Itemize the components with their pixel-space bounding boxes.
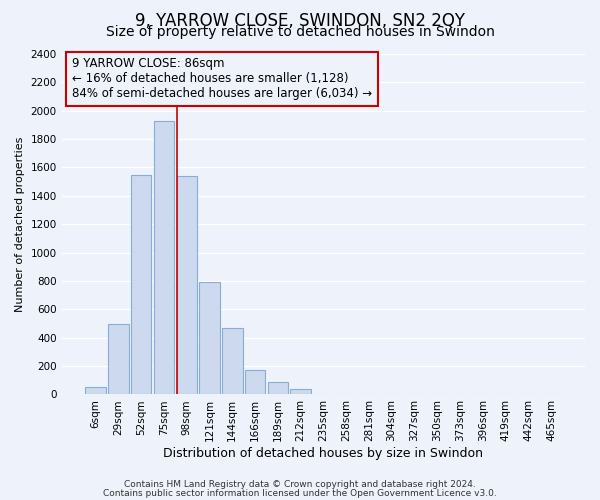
X-axis label: Distribution of detached houses by size in Swindon: Distribution of detached houses by size …	[163, 447, 484, 460]
Bar	[290, 390, 311, 394]
Bar	[176, 176, 197, 394]
Text: Size of property relative to detached houses in Swindon: Size of property relative to detached ho…	[106, 25, 494, 39]
Text: 9 YARROW CLOSE: 86sqm
← 16% of detached houses are smaller (1,128)
84% of semi-d: 9 YARROW CLOSE: 86sqm ← 16% of detached …	[72, 58, 372, 100]
Bar	[245, 370, 265, 394]
Bar	[268, 382, 288, 394]
Text: Contains public sector information licensed under the Open Government Licence v3: Contains public sector information licen…	[103, 489, 497, 498]
Text: 9, YARROW CLOSE, SWINDON, SN2 2QY: 9, YARROW CLOSE, SWINDON, SN2 2QY	[135, 12, 465, 30]
Bar	[199, 282, 220, 395]
Bar	[131, 174, 151, 394]
Bar	[154, 120, 174, 394]
Y-axis label: Number of detached properties: Number of detached properties	[15, 136, 25, 312]
Bar	[222, 328, 242, 394]
Text: Contains HM Land Registry data © Crown copyright and database right 2024.: Contains HM Land Registry data © Crown c…	[124, 480, 476, 489]
Bar	[108, 324, 129, 394]
Bar	[85, 386, 106, 394]
